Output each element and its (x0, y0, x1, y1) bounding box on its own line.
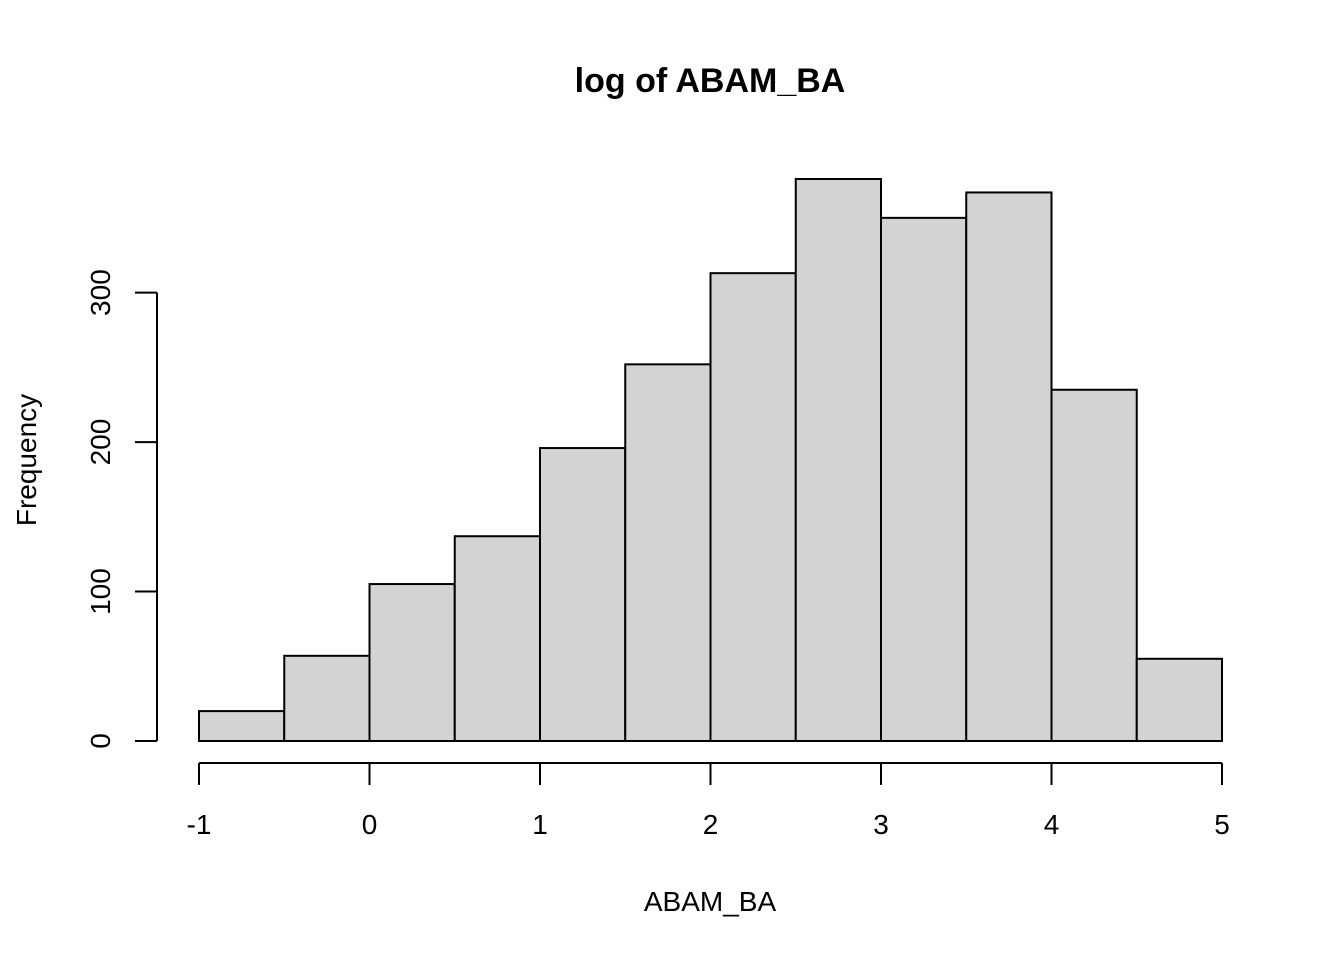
histogram-bar (1135, 657, 1223, 742)
histogram-bar (709, 272, 797, 742)
x-tick-label: -1 (187, 809, 212, 840)
chart-title: log of ABAM_BA (575, 62, 846, 100)
y-tick-label: 0 (85, 733, 116, 749)
histogram-bar (198, 710, 286, 743)
x-tick-label: 4 (1044, 809, 1060, 840)
y-tick-label: 200 (85, 419, 116, 466)
histogram-bar (453, 535, 541, 742)
histogram-bar (794, 178, 882, 742)
histogram-bar (368, 583, 456, 743)
histogram-bar (880, 216, 968, 743)
x-tick-label: 5 (1214, 809, 1230, 840)
histogram-bar (624, 363, 712, 742)
y-tick-label: 100 (85, 568, 116, 615)
x-tick-label: 1 (532, 809, 548, 840)
y-axis: 0 100 200 300 (85, 269, 158, 749)
y-axis-label: Frequency (11, 394, 42, 526)
x-tick-label: 0 (362, 809, 378, 840)
histogram-bar (965, 191, 1053, 742)
bars-group (198, 178, 1223, 743)
x-tick-label: 3 (873, 809, 889, 840)
histogram-bar (1050, 388, 1138, 742)
x-axis-label: ABAM_BA (644, 886, 777, 917)
x-axis: -1 0 1 2 3 4 5 (187, 762, 1230, 840)
histogram-bar (539, 447, 627, 742)
x-tick-label: 2 (703, 809, 719, 840)
y-tick-label: 300 (85, 269, 116, 316)
histogram-bar (283, 654, 371, 742)
